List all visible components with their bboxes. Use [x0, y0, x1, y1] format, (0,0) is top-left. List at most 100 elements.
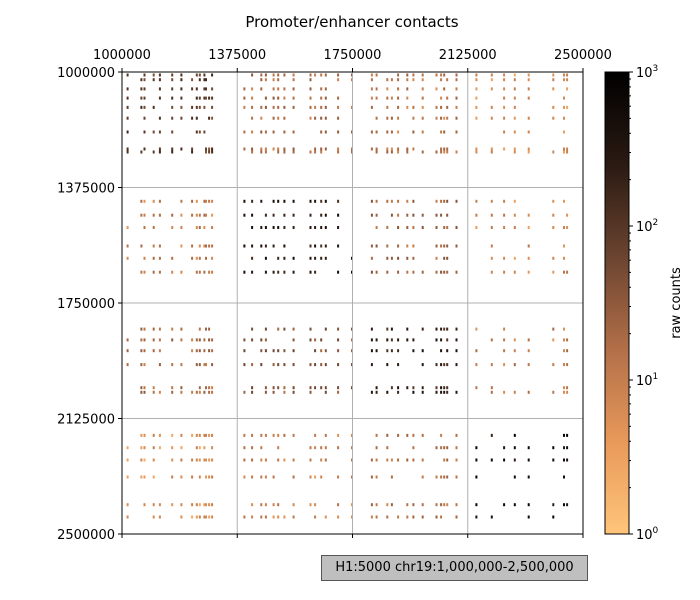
- heatmap-cell: [126, 515, 129, 519]
- heatmap-cell: [503, 349, 506, 353]
- heatmap-cell: [397, 147, 400, 151]
- heatmap-cell: [503, 78, 506, 82]
- heatmap-cell: [203, 270, 206, 274]
- heatmap-cell: [435, 150, 438, 154]
- heatmap-cell: [406, 256, 409, 260]
- heatmap-cell: [503, 363, 506, 367]
- heatmap-cell: [443, 458, 446, 462]
- heatmap-cell: [552, 338, 555, 342]
- heatmap-cell: [211, 433, 214, 437]
- heatmap-cell: [251, 338, 254, 342]
- heatmap-cell: [260, 105, 263, 109]
- heatmap-cell: [443, 147, 446, 151]
- heatmap-cell: [140, 150, 143, 154]
- heatmap-cell: [446, 338, 449, 342]
- heatmap-cell: [260, 503, 263, 507]
- heatmap-cell: [191, 105, 194, 109]
- heatmap-cell: [563, 446, 565, 450]
- heatmap-cell: [421, 349, 424, 353]
- heatmap-cell: [446, 390, 449, 394]
- heatmap-cell: [527, 338, 530, 342]
- heatmap-cell: [490, 515, 493, 519]
- heatmap-cell: [143, 78, 146, 82]
- heatmap-cell: [406, 503, 409, 507]
- heatmap-cell: [283, 199, 286, 203]
- heatmap-cell: [260, 433, 263, 437]
- heatmap-cell: [140, 78, 143, 82]
- heatmap-cell: [211, 363, 214, 367]
- heatmap-cell: [152, 327, 155, 331]
- heatmap-cell: [143, 458, 146, 462]
- heatmap-cell: [370, 270, 373, 274]
- heatmap-cell: [552, 116, 555, 120]
- heatmap-cell: [455, 515, 458, 519]
- heatmap-cell: [283, 105, 286, 109]
- heatmap-cell: [251, 386, 254, 390]
- heatmap-cell: [337, 327, 340, 331]
- heatmap-cell: [337, 446, 340, 450]
- heatmap-cell: [171, 226, 174, 229]
- heatmap-cell: [283, 96, 286, 100]
- heatmap-cell: [140, 244, 143, 248]
- heatmap-cell: [171, 458, 174, 462]
- dataset-info-box: H1:5000 chr19:1,000,000-2,500,000: [321, 555, 588, 581]
- heatmap-cell: [566, 363, 569, 367]
- heatmap-cell: [421, 226, 424, 229]
- heatmap-cell: [421, 213, 424, 217]
- heatmap-cell: [475, 105, 478, 109]
- heatmap-cell: [171, 363, 174, 367]
- heatmap-cell: [208, 503, 211, 507]
- heatmap-cell: [475, 515, 478, 519]
- heatmap-cell: [390, 116, 393, 120]
- heatmap-cell: [205, 244, 207, 248]
- heatmap-cell: [390, 458, 393, 462]
- heatmap-cell: [283, 87, 286, 91]
- heatmap-cell: [152, 338, 155, 342]
- heatmap-cell: [552, 503, 555, 507]
- heatmap-cell: [314, 446, 317, 450]
- heatmap-cell: [191, 349, 194, 353]
- heatmap-cell: [397, 150, 400, 154]
- heatmap-cell: [563, 349, 565, 353]
- heatmap-cell: [211, 213, 214, 217]
- heatmap-cell: [320, 150, 323, 154]
- heatmap-cell: [140, 327, 143, 331]
- heatmap-cell: [320, 338, 323, 342]
- chart-title: Promoter/enhancer contacts: [245, 13, 458, 31]
- heatmap-cell: [264, 96, 267, 100]
- heatmap-cell: [260, 78, 263, 82]
- heatmap-cell: [435, 73, 438, 77]
- heatmap-cell: [243, 244, 246, 248]
- heatmap-cell: [566, 226, 569, 229]
- heatmap-cell: [552, 446, 555, 450]
- heatmap-cell: [195, 433, 198, 437]
- heatmap-cell: [527, 475, 530, 479]
- heatmap-cell: [503, 130, 506, 134]
- heatmap-cell: [552, 87, 555, 91]
- heatmap-cell: [126, 96, 129, 100]
- heatmap-cell: [320, 73, 323, 77]
- heatmap-cell: [397, 458, 400, 462]
- heatmap-cell: [386, 270, 389, 274]
- heatmap-cell: [140, 349, 143, 353]
- heatmap-cell: [397, 105, 400, 109]
- heatmap-cell: [406, 226, 409, 229]
- heatmap-cell: [203, 199, 206, 203]
- heatmap-cell: [180, 458, 183, 462]
- heatmap-cell: [503, 213, 506, 217]
- heatmap-cell: [563, 503, 565, 507]
- heatmap-cell: [180, 199, 183, 203]
- heatmap-cell: [171, 475, 174, 479]
- heatmap-cell: [140, 475, 143, 479]
- heatmap-cell: [490, 433, 493, 437]
- heatmap-cell: [475, 73, 478, 77]
- heatmap-cell: [440, 244, 443, 248]
- heatmap-cell: [180, 390, 183, 394]
- heatmap-cell: [140, 433, 143, 437]
- heatmap-cell: [563, 150, 565, 154]
- heatmap-cell: [198, 458, 201, 462]
- heatmap-cell: [143, 116, 146, 120]
- heatmap-cell: [490, 87, 493, 91]
- heatmap-cell: [140, 270, 143, 274]
- heatmap-cell: [195, 199, 198, 203]
